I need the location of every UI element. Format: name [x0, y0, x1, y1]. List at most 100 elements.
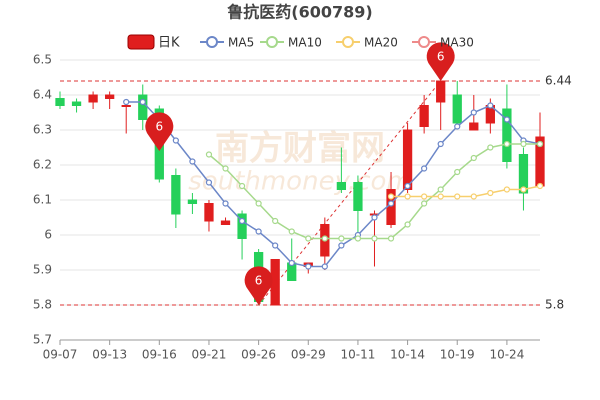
legend-label: 日K: [158, 36, 180, 51]
y-tick-label: 6.3: [33, 123, 52, 137]
candle-body: [452, 94, 462, 124]
candle-body: [518, 154, 529, 194]
ma-point: [404, 221, 411, 228]
marker-pin: [426, 42, 455, 81]
legend-dot: [206, 36, 218, 48]
y-tick-label: 5.9: [33, 263, 52, 277]
ma-point: [520, 186, 527, 193]
legend-dot: [418, 36, 430, 48]
candle-body: [55, 98, 65, 106]
ma-point: [172, 137, 179, 144]
ma-point: [437, 186, 444, 193]
y-tick-label: 5.7: [33, 333, 52, 347]
ma-point: [454, 123, 461, 130]
x-tick-label: 09-16: [142, 348, 177, 362]
legend-label: MA30: [440, 36, 474, 50]
legend-swatch: [127, 34, 155, 50]
ma-point: [437, 193, 444, 200]
ma-point: [437, 140, 444, 148]
legend-label: MA20: [364, 36, 398, 50]
watermark-sub: southmoney.com: [188, 167, 411, 197]
y-tick-label: 6.1: [33, 193, 52, 207]
x-tick-label: 09-07: [43, 348, 78, 362]
ma-line: [126, 101, 541, 268]
ma-point: [536, 182, 544, 190]
ma-point: [305, 235, 312, 242]
mark-line-label: 5.8: [545, 298, 564, 312]
ma-point: [470, 109, 477, 116]
ma-point: [255, 228, 262, 235]
marker-pin: [244, 266, 273, 305]
ma-point: [503, 140, 510, 148]
ma-point: [404, 182, 411, 190]
candle-body: [336, 182, 347, 190]
y-tick-label: 6.5: [33, 53, 52, 67]
mark-line-label: 6.44: [545, 74, 572, 88]
ma-point: [205, 151, 213, 158]
candle-body: [469, 122, 479, 131]
y-tick-label: 6.4: [33, 88, 52, 102]
marker-label: 6: [437, 50, 445, 64]
x-tick-label: 10-14: [390, 348, 425, 362]
y-tick-label: 6.2: [33, 158, 52, 172]
watermark: 南方财富网: [215, 129, 385, 169]
ma-point: [454, 193, 461, 200]
ma-point: [487, 189, 494, 197]
legend-label: MA10: [288, 36, 322, 50]
ma-point: [454, 168, 461, 176]
ma-point: [387, 193, 395, 200]
x-tick-label: 10-24: [489, 348, 524, 362]
ma-point: [387, 200, 395, 207]
x-tick-label: 10-11: [340, 348, 375, 362]
legend-dot: [342, 36, 354, 48]
ma-point: [487, 144, 494, 151]
ma-point: [238, 182, 246, 190]
candle-body: [105, 94, 115, 99]
ma-point: [404, 193, 411, 200]
ma-point: [487, 102, 494, 109]
ma-point: [387, 235, 395, 242]
x-tick-label: 09-13: [92, 348, 127, 362]
x-tick-label: 09-21: [192, 348, 227, 362]
ma-point: [421, 193, 428, 200]
ma-point: [371, 214, 378, 221]
candle-body: [71, 101, 82, 106]
ma-point: [338, 242, 345, 249]
candle-body: [187, 199, 198, 204]
ma-point: [305, 263, 312, 270]
ma-point: [470, 154, 477, 162]
ma-point: [288, 228, 295, 235]
ma-point: [272, 242, 279, 249]
ma-point: [503, 116, 510, 123]
candle-body: [220, 220, 231, 225]
ma-point: [354, 235, 362, 242]
ma-point: [189, 158, 196, 165]
ma-point: [321, 235, 328, 242]
marker-label: 6: [155, 120, 163, 134]
candle-body: [88, 94, 98, 103]
chart-title: 鲁抗医药(600789): [226, 3, 372, 22]
ma-point: [238, 217, 246, 225]
ma-point: [139, 98, 146, 106]
x-tick-label: 09-26: [241, 348, 276, 362]
candle-body: [502, 108, 512, 162]
candle-body: [237, 213, 247, 239]
ma-point: [272, 217, 279, 225]
candle-body: [402, 129, 413, 190]
legend-label: MA5: [228, 36, 254, 50]
ma-point: [371, 235, 378, 242]
candle-body: [436, 80, 446, 103]
ma-point: [421, 165, 428, 172]
ma-point: [536, 140, 544, 148]
candle-body: [204, 203, 214, 222]
candle-body: [353, 182, 363, 211]
ma-point: [338, 235, 345, 242]
ma-line: [391, 185, 541, 198]
ma-point: [205, 179, 213, 186]
x-tick-label: 10-19: [440, 348, 475, 362]
candle-body: [121, 105, 131, 107]
ma-point: [421, 200, 428, 207]
ma-point: [123, 98, 130, 106]
ma-point: [255, 200, 262, 207]
